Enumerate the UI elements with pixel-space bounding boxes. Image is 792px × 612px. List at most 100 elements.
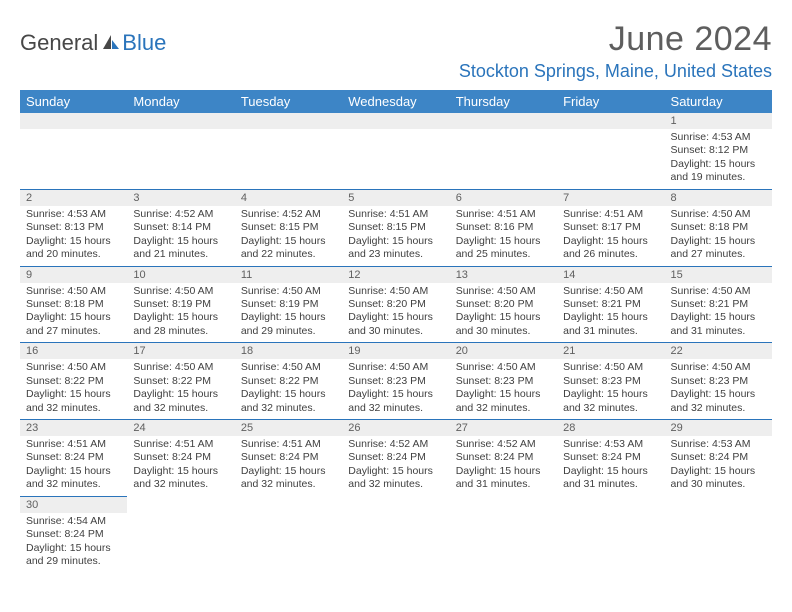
calendar-head: Sunday Monday Tuesday Wednesday Thursday… <box>20 90 772 113</box>
calendar-cell <box>127 113 234 189</box>
calendar-cell <box>127 496 234 573</box>
weekday-header: Tuesday <box>235 90 342 113</box>
day-number: 15 <box>665 266 772 283</box>
sunset-text: Sunset: 8:18 PM <box>26 298 121 311</box>
daylight-text-2: and 29 minutes. <box>26 555 121 568</box>
daylight-text-2: and 28 minutes. <box>133 325 228 338</box>
daylight-text-2: and 26 minutes. <box>563 248 658 261</box>
day-content: Sunrise: 4:51 AMSunset: 8:24 PMDaylight:… <box>127 436 234 496</box>
daylight-text-1: Daylight: 15 hours <box>671 235 766 248</box>
title-block: June 2024 Stockton Springs, Maine, Unite… <box>459 20 772 82</box>
calendar-page: General Blue June 2024 Stockton Springs,… <box>0 0 792 583</box>
day-content: Sunrise: 4:50 AMSunset: 8:23 PMDaylight:… <box>342 359 449 419</box>
day-number <box>20 113 127 129</box>
day-number: 9 <box>20 266 127 283</box>
daylight-text-2: and 32 minutes. <box>241 478 336 491</box>
day-content: Sunrise: 4:54 AMSunset: 8:24 PMDaylight:… <box>20 513 127 573</box>
daylight-text-1: Daylight: 15 hours <box>26 235 121 248</box>
sunset-text: Sunset: 8:15 PM <box>348 221 443 234</box>
daylight-text-1: Daylight: 15 hours <box>671 465 766 478</box>
day-number: 22 <box>665 342 772 359</box>
daylight-text-1: Daylight: 15 hours <box>563 235 658 248</box>
day-content: Sunrise: 4:50 AMSunset: 8:20 PMDaylight:… <box>450 283 557 343</box>
daylight-text-1: Daylight: 15 hours <box>133 388 228 401</box>
sunrise-text: Sunrise: 4:51 AM <box>456 208 551 221</box>
sunset-text: Sunset: 8:24 PM <box>671 451 766 464</box>
daylight-text-2: and 27 minutes. <box>26 325 121 338</box>
calendar-cell: 6Sunrise: 4:51 AMSunset: 8:16 PMDaylight… <box>450 189 557 266</box>
sunrise-text: Sunrise: 4:54 AM <box>26 515 121 528</box>
day-number: 21 <box>557 342 664 359</box>
sunset-text: Sunset: 8:21 PM <box>563 298 658 311</box>
day-number: 6 <box>450 189 557 206</box>
day-number: 12 <box>342 266 449 283</box>
daylight-text-1: Daylight: 15 hours <box>241 311 336 324</box>
day-number: 25 <box>235 419 342 436</box>
sunset-text: Sunset: 8:19 PM <box>133 298 228 311</box>
daylight-text-2: and 30 minutes. <box>671 478 766 491</box>
sunrise-text: Sunrise: 4:50 AM <box>671 208 766 221</box>
day-content: Sunrise: 4:50 AMSunset: 8:22 PMDaylight:… <box>235 359 342 419</box>
daylight-text-2: and 32 minutes. <box>456 402 551 415</box>
calendar-cell: 4Sunrise: 4:52 AMSunset: 8:15 PMDaylight… <box>235 189 342 266</box>
daylight-text-1: Daylight: 15 hours <box>671 158 766 171</box>
calendar-cell: 22Sunrise: 4:50 AMSunset: 8:23 PMDayligh… <box>665 342 772 419</box>
sunset-text: Sunset: 8:24 PM <box>563 451 658 464</box>
calendar-cell: 30Sunrise: 4:54 AMSunset: 8:24 PMDayligh… <box>20 496 127 573</box>
sunset-text: Sunset: 8:23 PM <box>456 375 551 388</box>
calendar-row: 1Sunrise: 4:53 AMSunset: 8:12 PMDaylight… <box>20 113 772 189</box>
sunrise-text: Sunrise: 4:50 AM <box>133 361 228 374</box>
daylight-text-1: Daylight: 15 hours <box>133 311 228 324</box>
sunset-text: Sunset: 8:22 PM <box>26 375 121 388</box>
sunrise-text: Sunrise: 4:52 AM <box>241 208 336 221</box>
daylight-text-2: and 20 minutes. <box>26 248 121 261</box>
weekday-header: Sunday <box>20 90 127 113</box>
day-number: 11 <box>235 266 342 283</box>
calendar-row: 9Sunrise: 4:50 AMSunset: 8:18 PMDaylight… <box>20 266 772 343</box>
day-number: 30 <box>20 496 127 513</box>
weekday-header: Saturday <box>665 90 772 113</box>
day-number <box>127 113 234 129</box>
day-number: 29 <box>665 419 772 436</box>
daylight-text-1: Daylight: 15 hours <box>26 311 121 324</box>
day-number: 3 <box>127 189 234 206</box>
daylight-text-2: and 22 minutes. <box>241 248 336 261</box>
day-number: 28 <box>557 419 664 436</box>
daylight-text-1: Daylight: 15 hours <box>26 465 121 478</box>
daylight-text-2: and 32 minutes. <box>26 402 121 415</box>
day-number: 14 <box>557 266 664 283</box>
sunrise-text: Sunrise: 4:50 AM <box>26 285 121 298</box>
sunset-text: Sunset: 8:24 PM <box>456 451 551 464</box>
calendar-body: 1Sunrise: 4:53 AMSunset: 8:12 PMDaylight… <box>20 113 772 573</box>
calendar-cell: 8Sunrise: 4:50 AMSunset: 8:18 PMDaylight… <box>665 189 772 266</box>
daylight-text-2: and 32 minutes. <box>133 402 228 415</box>
daylight-text-1: Daylight: 15 hours <box>241 235 336 248</box>
day-content: Sunrise: 4:50 AMSunset: 8:19 PMDaylight:… <box>235 283 342 343</box>
day-number: 26 <box>342 419 449 436</box>
day-content: Sunrise: 4:53 AMSunset: 8:13 PMDaylight:… <box>20 206 127 266</box>
calendar-cell: 24Sunrise: 4:51 AMSunset: 8:24 PMDayligh… <box>127 419 234 496</box>
brand-logo: General Blue <box>20 20 166 56</box>
daylight-text-1: Daylight: 15 hours <box>348 311 443 324</box>
day-number <box>342 496 449 512</box>
day-number <box>342 113 449 129</box>
calendar-cell <box>557 496 664 573</box>
daylight-text-2: and 23 minutes. <box>348 248 443 261</box>
calendar-cell <box>20 113 127 189</box>
day-content: Sunrise: 4:53 AMSunset: 8:12 PMDaylight:… <box>665 129 772 189</box>
calendar-cell <box>665 496 772 573</box>
daylight-text-2: and 32 minutes. <box>563 402 658 415</box>
day-number: 5 <box>342 189 449 206</box>
day-content: Sunrise: 4:53 AMSunset: 8:24 PMDaylight:… <box>557 436 664 496</box>
sunset-text: Sunset: 8:18 PM <box>671 221 766 234</box>
sunrise-text: Sunrise: 4:53 AM <box>671 438 766 451</box>
calendar-cell <box>342 113 449 189</box>
calendar-row: 2Sunrise: 4:53 AMSunset: 8:13 PMDaylight… <box>20 189 772 266</box>
calendar-cell: 16Sunrise: 4:50 AMSunset: 8:22 PMDayligh… <box>20 342 127 419</box>
calendar-cell: 13Sunrise: 4:50 AMSunset: 8:20 PMDayligh… <box>450 266 557 343</box>
sunset-text: Sunset: 8:20 PM <box>348 298 443 311</box>
weekday-header: Wednesday <box>342 90 449 113</box>
calendar-cell: 27Sunrise: 4:52 AMSunset: 8:24 PMDayligh… <box>450 419 557 496</box>
calendar-cell: 2Sunrise: 4:53 AMSunset: 8:13 PMDaylight… <box>20 189 127 266</box>
day-number: 24 <box>127 419 234 436</box>
